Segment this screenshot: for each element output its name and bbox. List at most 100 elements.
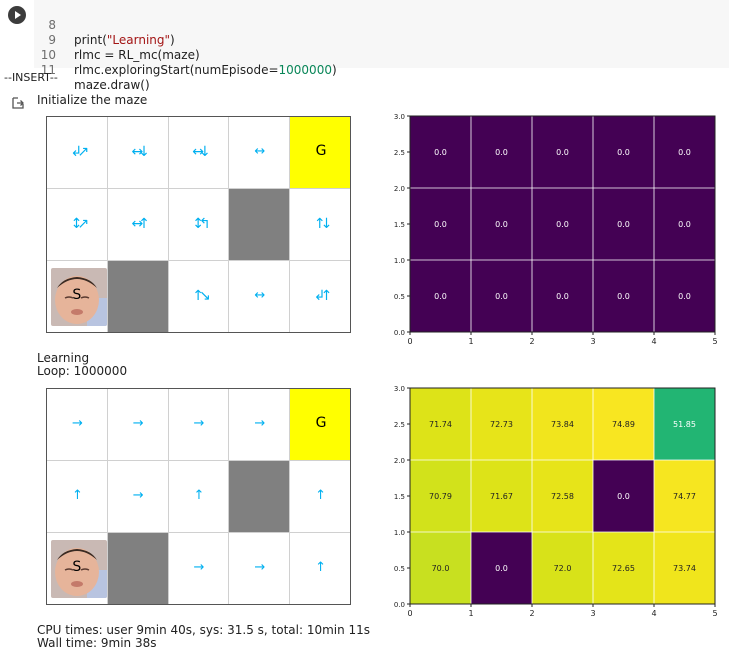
maze-cell: → — [167, 532, 230, 605]
policy-arrow-icon: ↑ — [315, 488, 327, 503]
heatmap-cell — [471, 532, 532, 604]
maze-cell: ↕↰ — [167, 188, 230, 261]
heatmap-cell — [471, 388, 532, 460]
heatmap-cell — [532, 388, 593, 460]
heatmap-cell — [471, 260, 532, 332]
value-label: 0.0 — [434, 220, 447, 229]
policy-arrow-icon: → — [193, 416, 205, 431]
maze-cell: ↲↑ — [289, 260, 351, 333]
value-label: 74.89 — [612, 420, 635, 429]
maze-cell: ↔↓ — [106, 116, 169, 189]
line-number: 10 — [40, 48, 56, 62]
code-line: 11 maze.draw() — [34, 48, 150, 92]
value-label: 72.65 — [612, 564, 635, 573]
x-tick-label: 0 — [407, 337, 412, 346]
value-label: 0.0 — [678, 148, 691, 157]
value-heatmap: 0.0 0.0 0.0 0.0 0.00.0 0.0 0.0 0.0 0.00.0 0.0 0.0 0… — [394, 113, 718, 346]
maze-cell: ↑↓ — [289, 188, 351, 261]
maze-grid: ↲↗ ↔↓ ↔↓ ↔ G ↕↗ ↔↑ ↕↰ ↑↓ S ↑↘ ↔ ↲↑ — [46, 116, 351, 333]
y-tick-label: 0.5 — [394, 293, 405, 301]
policy-arrow-icon: ↕↰ — [192, 216, 210, 232]
cell-gutter — [0, 0, 34, 68]
line-number: 11 — [40, 63, 56, 77]
value-heatmap: 71.74 72.73 73.84 74.89 51.85 70.79 71.67 72.58… — [394, 385, 718, 618]
maze-cell: → — [46, 388, 108, 461]
maze-wall-cell — [228, 460, 291, 533]
value-label: 0.0 — [495, 292, 508, 301]
policy-arrow-icon: → — [132, 416, 144, 431]
maze-cell: ↑ — [289, 460, 351, 533]
run-cell-button[interactable] — [8, 6, 26, 24]
maze-cell: S — [46, 532, 108, 605]
value-label: 0.0 — [495, 564, 508, 573]
policy-arrow-icon: ↲↑ — [313, 288, 332, 304]
goal-label: G — [315, 415, 327, 431]
output-text: CPU times: user 9min 40s, sys: 31.5 s, t… — [37, 623, 371, 637]
maze-wall-cell — [106, 260, 169, 333]
x-tick-label: 2 — [529, 609, 534, 618]
heatmap-cell — [593, 460, 654, 532]
maze-cell: ↕↗ — [46, 188, 108, 261]
y-tick-label: 2.5 — [394, 421, 405, 429]
code-text: rlmc.exploringStart(numEpisode=1000000) — [74, 63, 337, 77]
code-number: 1000000 — [278, 63, 332, 77]
heatmap-cell — [654, 188, 715, 260]
code-text: maze.draw() — [74, 78, 150, 92]
value-label: 0.0 — [556, 148, 569, 157]
start-avatar — [51, 268, 107, 326]
value-label: 72.73 — [490, 420, 513, 429]
maze-cell: → — [228, 388, 291, 461]
value-label: 51.85 — [673, 420, 696, 429]
policy-arrow-icon: → — [254, 416, 266, 431]
y-tick-label: 3.0 — [394, 385, 405, 393]
policy-arrow-icon: → — [254, 560, 266, 575]
policy-arrow-icon: → — [132, 488, 144, 503]
y-tick-label: 2.5 — [394, 149, 405, 157]
code-text: rlmc = RL_mc(maze) — [74, 48, 200, 62]
heatmap-cell — [654, 260, 715, 332]
code-cell[interactable]: 8 print("Learning") 9 rlmc = RL_mc(maze)… — [0, 0, 729, 92]
heatmap-cell — [410, 532, 471, 604]
policy-arrow-icon: ↑ — [71, 488, 83, 503]
policy-arrow-icon: ↔↑ — [131, 216, 149, 232]
x-tick-label: 2 — [529, 337, 534, 346]
policy-arrow-icon: ↔ — [254, 288, 266, 303]
output-text: Loop: 1000000 — [37, 364, 128, 378]
heatmap-cell — [471, 188, 532, 260]
y-tick-label: 1.5 — [394, 221, 405, 229]
heatmap-cell — [532, 116, 593, 188]
value-label: 0.0 — [495, 220, 508, 229]
maze-goal-cell: G — [289, 388, 351, 461]
policy-arrow-icon: ↔↓ — [131, 144, 149, 160]
heatmap-cell — [593, 388, 654, 460]
maze-grid: → → → → G ↑ → ↑ ↑ S → → ↑ — [46, 388, 351, 605]
maze-cell: ↲↗ — [46, 116, 108, 189]
maze-cell: ↑ — [289, 532, 351, 605]
output-text: Learning — [37, 351, 90, 365]
heatmap-cell — [471, 116, 532, 188]
policy-arrow-icon: → — [193, 560, 205, 575]
policy-arrow-icon: ↕↗ — [70, 216, 89, 232]
policy-arrow-icon: ↑ — [193, 488, 205, 503]
start-avatar — [51, 540, 107, 598]
heatmap-cell — [532, 188, 593, 260]
output-text: Initialize the maze — [37, 93, 148, 107]
code-string: "Learning" — [106, 33, 171, 47]
start-label: S — [72, 559, 82, 575]
value-label: 74.77 — [673, 492, 696, 501]
goal-label: G — [315, 143, 327, 159]
policy-arrow-icon: ↑↘ — [192, 288, 210, 304]
heatmap-cell — [593, 116, 654, 188]
maze-cell: ↑ — [46, 460, 108, 533]
code-line: 9 rlmc = RL_mc(maze) — [34, 18, 199, 62]
code-editor[interactable]: 8 print("Learning") 9 rlmc = RL_mc(maze)… — [34, 0, 729, 92]
value-label: 0.0 — [434, 292, 447, 301]
value-label: 0.0 — [617, 220, 630, 229]
value-label: 0.0 — [556, 220, 569, 229]
line-number: 8 — [48, 18, 56, 32]
heatmap-cell — [593, 532, 654, 604]
x-tick-label: 4 — [651, 337, 656, 346]
heatmap-cell — [593, 260, 654, 332]
maze-cell: ↔↓ — [167, 116, 230, 189]
heatmap-cell — [410, 460, 471, 532]
